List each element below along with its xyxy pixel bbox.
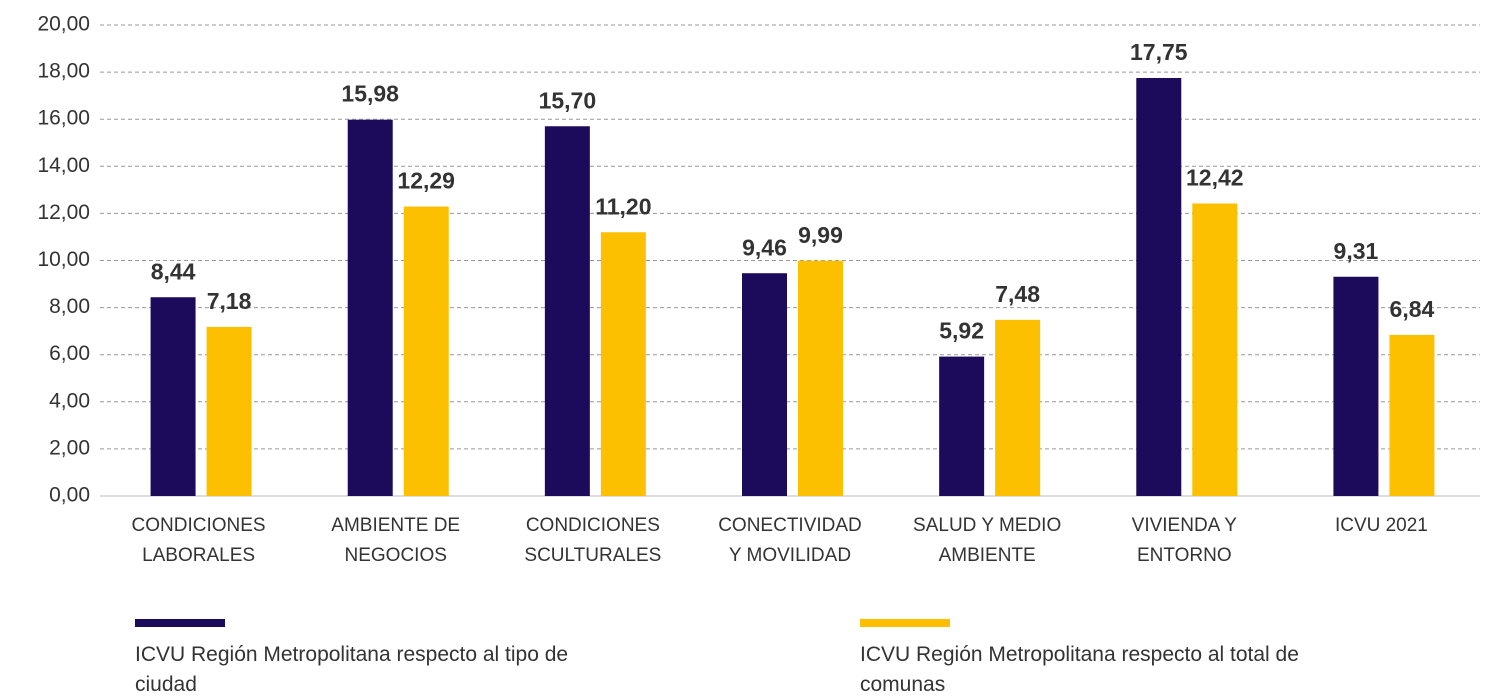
value-label: 7,48 [995,281,1040,307]
bar [1389,334,1435,496]
value-label: 17,75 [1130,39,1188,65]
x-tick-line: CONECTIVIDAD [718,515,862,536]
y-tick-label: 8,00 [49,295,90,318]
y-tick-label: 18,00 [37,60,90,83]
x-tick-label: SALUD Y MEDIO AMBIENTE [913,515,1061,566]
legend-swatch [135,619,225,627]
x-tick-line: NEGOCIOS [345,545,447,566]
x-tick-label: VIVIENDA Y ENTORNO [1132,515,1238,566]
x-tick-line: VIVIENDA Y [1132,515,1238,536]
bar [742,273,787,496]
value-label: 9,99 [798,222,843,248]
value-label: 8,44 [151,258,196,284]
bar [150,297,196,496]
bar [403,206,449,496]
x-tick-line: AMBIENTE DE [331,515,460,536]
x-tick-line: SCULTURALES [524,545,661,566]
value-label: 11,20 [595,193,651,219]
y-tick-label: 0,00 [49,484,90,507]
x-tick-line: ENTORNO [1137,545,1232,566]
bar [798,260,843,496]
bar [939,356,985,496]
x-tick-line: ICVU 2021 [1335,515,1428,536]
bar [544,126,590,496]
x-tick-label: CONECTIVIDAD Y MOVILIDAD [718,515,862,566]
x-tick-line: SALUD Y MEDIO [913,515,1061,536]
bar [600,232,646,497]
x-tick-line: AMBIENTE [939,545,1036,566]
x-tick-line: LABORALES [142,545,255,566]
value-label: 12,42 [1186,165,1244,191]
value-label: 15,70 [539,87,597,113]
bar [1192,203,1238,496]
legend-label: ICVU Región Metropolitana respecto al to… [860,643,1299,696]
y-tick-label: 12,00 [37,201,90,224]
value-label: 12,29 [397,168,455,194]
bar [1333,276,1379,496]
x-tick-label: CONDICIONES LABORALES [132,515,266,566]
x-tick-line: Y MOVILIDAD [729,545,851,566]
value-label: 5,92 [939,318,984,344]
y-tick-label: 6,00 [49,342,90,365]
value-label: 6,84 [1390,296,1435,322]
x-tick-label: CONDICIONES SCULTURALES [524,515,661,566]
x-tick-label: ICVU 2021 [1335,515,1428,536]
y-tick-label: 16,00 [37,107,90,130]
y-tick-label: 10,00 [37,248,90,271]
value-label: 9,46 [742,234,787,260]
bar [1136,77,1182,497]
y-tick-label: 4,00 [49,389,90,412]
x-tick-line: CONDICIONES [526,515,660,536]
x-tick-label: AMBIENTE DE NEGOCIOS [331,515,460,566]
bar [206,326,252,496]
value-label: 9,31 [1334,238,1379,264]
value-label: 7,18 [207,288,252,314]
y-tick-label: 20,00 [37,13,90,36]
bar [995,319,1041,496]
y-tick-label: 14,00 [37,154,90,177]
chart: 0,00 2,00 4,00 6,00 8,00 10,00 12,00 14,00 16,00… [37,13,1480,566]
bar [347,119,393,497]
legend-label: ICVU Región Metropolitana respecto al ti… [135,643,569,696]
y-tick-label: 2,00 [49,436,90,459]
legend-swatch [860,619,950,627]
x-tick-line: CONDICIONES [132,515,266,536]
value-label: 15,98 [341,81,399,107]
